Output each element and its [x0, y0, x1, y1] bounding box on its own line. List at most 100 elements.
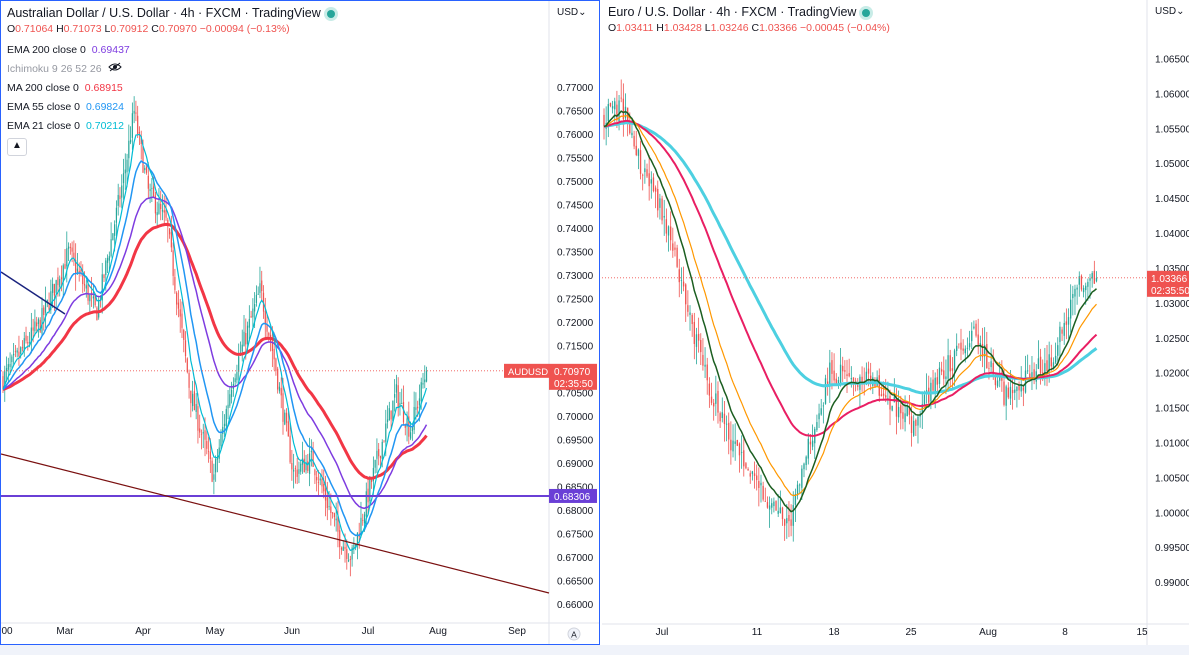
candle-body: [996, 380, 999, 387]
candle-body: [833, 370, 835, 381]
candle-body: [1082, 287, 1085, 293]
candle-body: [399, 402, 401, 407]
audusd-chart-panel[interactable]: USD⌄ 0.77000 0.76500 0.76000 0.75500 0.75000 0…: [0, 0, 600, 645]
candle-body: [1035, 371, 1037, 382]
candle-body: [837, 379, 840, 384]
candle-body: [902, 412, 904, 419]
candle-body: [1005, 386, 1007, 406]
candle-body: [962, 348, 964, 351]
candle-body: [870, 375, 872, 383]
candle-body: [85, 285, 87, 289]
candle-body: [9, 363, 11, 367]
candle-body: [293, 469, 295, 472]
candle-body: [943, 370, 945, 379]
candle-body: [953, 350, 956, 371]
candle-body: [760, 482, 762, 486]
candle-body: [848, 373, 850, 377]
ema21-line: [2, 133, 428, 552]
candle-body: [48, 302, 50, 310]
candle-body: [949, 355, 951, 372]
eurusd-chart-panel[interactable]: USD⌄ 1.06500 1.06000 1.05500 1.05000 1.04500 1…: [602, 0, 1189, 645]
candle-body: [126, 159, 128, 173]
candle-body: [708, 383, 711, 396]
candle-body: [16, 350, 18, 353]
audusd-chart-canvas[interactable]: USD⌄ 0.77000 0.76500 0.76000 0.75500 0.75000 0…: [1, 1, 599, 644]
y-tick-label: 1.04000: [1155, 229, 1189, 240]
x-tick-label: Apr: [135, 626, 151, 637]
candle-body: [728, 422, 730, 440]
candle-body: [1061, 329, 1063, 334]
last-price-tag-text: 0.70970: [554, 367, 591, 378]
candle-body: [611, 106, 614, 109]
indicator-ichimoku[interactable]: Ichimoku 9 26 52 26: [7, 60, 335, 79]
candle-body: [227, 404, 229, 409]
audusd-symbol-title[interactable]: Australian Dollar / U.S. Dollar · 4h · F…: [7, 6, 335, 20]
candle-body: [351, 547, 353, 560]
eurusd-chart-canvas[interactable]: USD⌄ 1.06500 1.06000 1.05500 1.05000 1.04500 1…: [602, 0, 1189, 645]
candle-body: [333, 513, 335, 518]
candle-body: [144, 168, 146, 171]
candle-body: [973, 326, 975, 329]
hidden-eye-icon[interactable]: [107, 60, 122, 79]
candle-body: [977, 334, 979, 347]
candle-body: [710, 396, 713, 403]
candle-body: [725, 423, 728, 425]
candle-body: [704, 364, 706, 367]
candle-body: [53, 283, 55, 296]
candle-body: [44, 301, 47, 313]
ohlc-high-value: 0.71073: [63, 23, 102, 35]
candle-body: [89, 294, 91, 302]
candle-body: [1001, 377, 1003, 381]
candle-body: [204, 430, 206, 440]
y-tick-label: 0.68500: [557, 482, 594, 493]
candle-body: [990, 361, 992, 368]
candle-body: [330, 506, 332, 513]
y-tick-label: 0.66500: [557, 576, 594, 587]
auto-scale-button: [567, 627, 581, 641]
candle-body: [934, 377, 936, 392]
candle-body: [700, 339, 702, 353]
candle-body: [975, 323, 977, 336]
candle-body: [55, 280, 57, 293]
candle-body: [1074, 288, 1076, 297]
y-tick-label: 1.02000: [1155, 369, 1189, 380]
candle-body: [128, 140, 130, 159]
candle-body: [415, 407, 417, 410]
indicator-ma200[interactable]: MA 200 close 0 0.68915: [7, 79, 335, 98]
y-tick-label: 1.03500: [1155, 264, 1189, 275]
candle-body: [349, 558, 351, 560]
ohlc-high-value: 1.03428: [663, 22, 702, 34]
candle-body: [13, 353, 15, 356]
candle-body: [172, 250, 174, 276]
ohlc-close-label: C: [151, 23, 159, 35]
y-tick-label: 1.01500: [1155, 404, 1189, 415]
candle-body: [192, 393, 194, 407]
candle-body: [805, 456, 807, 466]
candle-body: [115, 207, 118, 223]
candle-body: [229, 394, 231, 406]
eurusd-symbol-title[interactable]: Euro / U.S. Dollar · 4h · FXCM · Trading…: [608, 5, 890, 19]
candle-body: [682, 281, 685, 287]
candle-body: [846, 374, 848, 377]
candle-body: [418, 398, 421, 406]
indicator-ema55[interactable]: EMA 55 close 0 0.69824: [7, 98, 335, 117]
indicator-ema21[interactable]: EMA 21 close 0 0.70212: [7, 117, 335, 136]
candle-body: [717, 390, 719, 413]
y-tick-label: 0.67500: [557, 529, 594, 540]
candle-body: [280, 387, 282, 396]
candle-body: [183, 329, 185, 340]
candle-body: [1095, 277, 1098, 282]
candle-body: [411, 426, 413, 432]
y-tick-label: 1.03000: [1155, 299, 1189, 310]
candle-body: [71, 247, 73, 252]
candle-body: [360, 517, 362, 537]
collapse-legend-chevron-icon[interactable]: ▲: [7, 138, 27, 156]
indicator-label: EMA 200 close 0: [7, 44, 86, 56]
indicator-ema200[interactable]: EMA 200 close 0 0.69437: [7, 41, 335, 60]
y-tick-label: 0.73000: [557, 271, 594, 282]
candle-body: [160, 204, 162, 210]
candle-body: [826, 381, 829, 384]
y-tick-label: 1.04500: [1155, 194, 1189, 205]
x-tick-label: Sep: [508, 626, 526, 637]
candle-body: [1091, 273, 1093, 279]
